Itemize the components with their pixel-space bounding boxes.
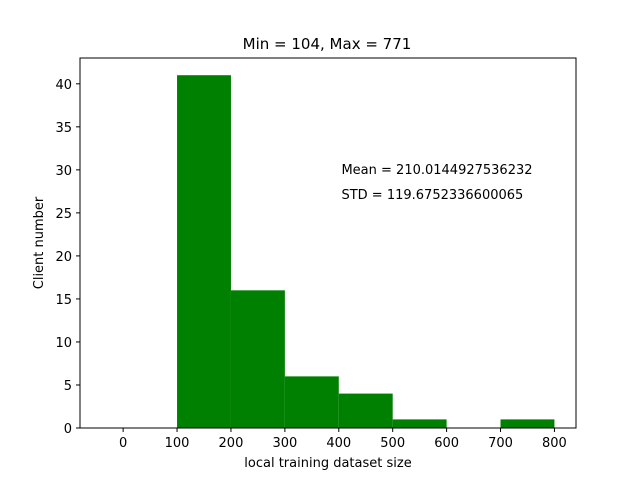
x-tick-label-6: 600	[434, 436, 459, 451]
x-tick-label-5: 500	[380, 436, 405, 451]
x-tick-label-2: 200	[219, 436, 244, 451]
y-tick-label-0: 0	[64, 422, 72, 437]
y-axis-label: Client number	[32, 196, 47, 289]
histogram-bar-0	[177, 75, 231, 429]
y-tick-label-7: 35	[55, 121, 72, 136]
y-tick-label-4: 20	[55, 250, 72, 265]
stat-annotation-1: STD = 119.6752336600065	[341, 188, 523, 203]
plot-frame	[79, 57, 577, 429]
y-tick-label-6: 30	[55, 164, 72, 179]
x-axis-label: local training dataset size	[244, 456, 411, 471]
y-tick-label-3: 15	[55, 293, 72, 308]
histogram-bar-4	[392, 419, 447, 428]
y-axis-ticks: 0 5 10 15 20 25 30 35 40	[55, 78, 80, 437]
y-tick-label-1: 5	[64, 379, 72, 394]
chart-title: Min = 104, Max = 771	[243, 35, 412, 53]
bars-group	[177, 75, 555, 429]
x-axis-ticks: 0 100 200 300 400 500 600 700 800	[119, 428, 567, 451]
x-tick-label-8: 800	[542, 436, 567, 451]
x-tick-label-1: 100	[165, 436, 190, 451]
stat-annotation-0: Mean = 210.0144927536232	[341, 163, 532, 178]
y-tick-label-8: 40	[55, 78, 72, 93]
annotations-group: Mean = 210.0144927536232 STD = 119.675233…	[341, 163, 532, 203]
x-tick-label-7: 700	[488, 436, 513, 451]
histogram-bar-2	[284, 376, 339, 428]
y-tick-label-5: 25	[55, 207, 72, 222]
histogram-bar-6	[500, 419, 555, 428]
x-tick-label-3: 300	[272, 436, 297, 451]
x-tick-label-4: 400	[326, 436, 351, 451]
histogram-bar-3	[338, 393, 393, 428]
histogram-bar-1	[230, 290, 285, 428]
x-tick-label-0: 0	[119, 436, 127, 451]
y-tick-label-2: 10	[55, 336, 72, 351]
